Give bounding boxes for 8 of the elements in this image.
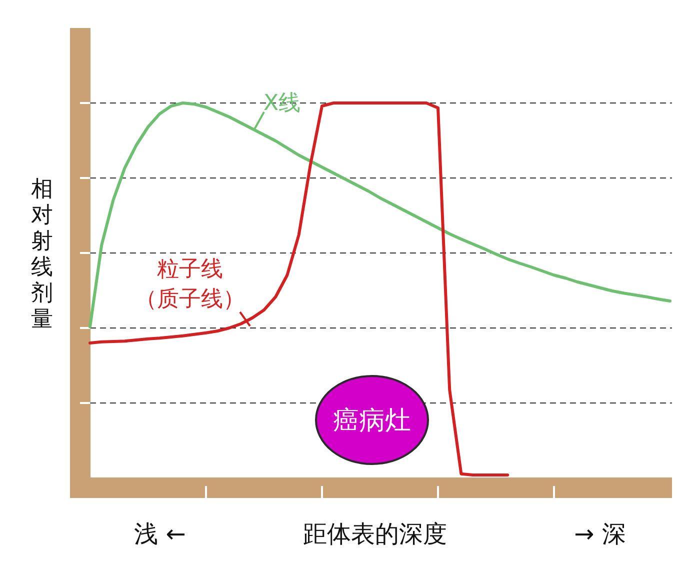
annotation: 癌病灶: [333, 406, 411, 436]
text: → 深: [574, 520, 626, 548]
series-label: X线: [263, 91, 301, 116]
annotation: （质子线）: [135, 287, 245, 312]
y-axis-title: 相对射线剂量: [31, 177, 53, 332]
text: 浅 ←: [134, 520, 186, 548]
text: 粒子线: [157, 257, 223, 282]
x-axis-title: 距体表的深度: [303, 520, 447, 548]
